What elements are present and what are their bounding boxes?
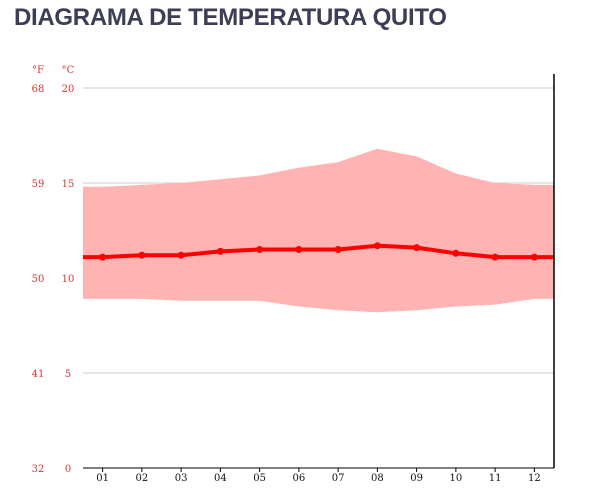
x-tick-label: 09 — [410, 473, 423, 484]
mean-temperature-point — [256, 246, 264, 253]
x-tick-label: 05 — [253, 473, 266, 484]
y-tick-label-fahrenheit: 59 — [32, 179, 45, 190]
temperature-range-band — [83, 148, 554, 313]
mean-temperature-point — [491, 253, 499, 261]
mean-temperature-point — [530, 253, 538, 261]
y-tick-label-celsius: 0 — [65, 464, 71, 475]
y-tick-label-fahrenheit: 50 — [32, 274, 45, 285]
x-tick-label: 06 — [293, 473, 306, 484]
x-tick-label: 02 — [136, 473, 149, 484]
y-tick-label-fahrenheit: 68 — [32, 84, 45, 95]
y-tick-label-fahrenheit: 41 — [32, 369, 45, 380]
mean-temperature-point — [138, 251, 146, 259]
y-tick-label-fahrenheit: 32 — [32, 464, 45, 475]
x-tick-label: 04 — [214, 473, 227, 484]
x-tick-label: 01 — [96, 473, 109, 484]
mean-temperature-point — [99, 253, 107, 261]
page-title: DIAGRAMA DE TEMPERATURA QUITO — [14, 4, 447, 31]
mean-temperature-point — [413, 244, 421, 252]
y-tick-label-celsius: 5 — [65, 369, 71, 380]
y-tick-label-celsius: 15 — [62, 179, 75, 190]
mean-temperature-point — [373, 242, 381, 250]
x-tick-label: 10 — [450, 473, 463, 484]
x-tick-label: 11 — [489, 473, 502, 484]
mean-temperature-point — [452, 249, 460, 257]
mean-temperature-point — [295, 246, 303, 253]
mean-temperature-point — [177, 251, 185, 259]
x-tick-label: 08 — [371, 473, 384, 484]
celsius-unit-label: °C — [62, 65, 75, 76]
x-tick-label: 03 — [175, 473, 188, 484]
y-tick-label-celsius: 10 — [62, 274, 75, 285]
fahrenheit-unit-label: °F — [32, 65, 44, 76]
x-tick-label: 07 — [332, 473, 345, 484]
mean-temperature-point — [334, 246, 342, 253]
x-tick-label: 12 — [528, 473, 541, 484]
y-tick-label-celsius: 20 — [62, 84, 75, 95]
mean-temperature-line — [83, 243, 554, 260]
mean-temperature-point — [216, 247, 224, 255]
